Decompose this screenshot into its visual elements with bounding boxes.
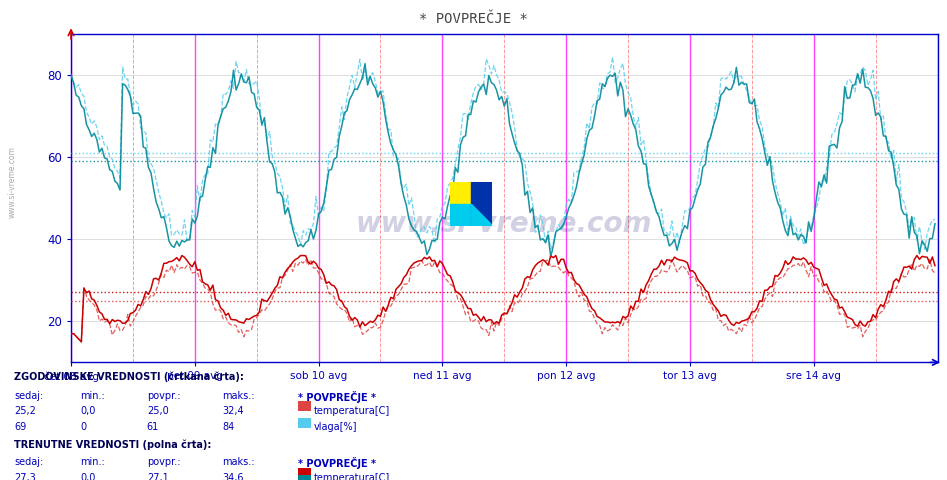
Text: ZGODOVINSKE VREDNOSTI (črtkana črta):: ZGODOVINSKE VREDNOSTI (črtkana črta): <box>14 372 244 383</box>
Text: 61: 61 <box>147 422 159 432</box>
Text: TRENUTNE VREDNOSTI (polna črta):: TRENUTNE VREDNOSTI (polna črta): <box>14 439 211 450</box>
Text: 34,6: 34,6 <box>223 473 244 480</box>
Text: povpr.:: povpr.: <box>147 391 180 401</box>
Text: 27,3: 27,3 <box>14 473 36 480</box>
Text: vlaga[%]: vlaga[%] <box>313 422 357 432</box>
Text: temperatura[C]: temperatura[C] <box>313 473 390 480</box>
Text: 27,1: 27,1 <box>147 473 169 480</box>
Text: 25,0: 25,0 <box>147 406 169 416</box>
Text: maks.:: maks.: <box>223 391 255 401</box>
Text: maks.:: maks.: <box>223 457 255 467</box>
Text: 69: 69 <box>14 422 27 432</box>
Text: 0,0: 0,0 <box>80 473 96 480</box>
Text: povpr.:: povpr.: <box>147 457 180 467</box>
Text: 25,2: 25,2 <box>14 406 36 416</box>
Polygon shape <box>472 182 492 226</box>
Text: 0: 0 <box>80 422 86 432</box>
Text: 0,0: 0,0 <box>80 406 96 416</box>
Text: www.si-vreme.com: www.si-vreme.com <box>8 146 17 218</box>
Text: * POVPREČJE *: * POVPREČJE * <box>420 12 527 26</box>
Text: www.si-vreme.com: www.si-vreme.com <box>356 210 652 238</box>
Text: sedaj:: sedaj: <box>14 457 44 467</box>
Text: min.:: min.: <box>80 457 105 467</box>
Text: * POVPREČJE *: * POVPREČJE * <box>298 391 376 403</box>
Text: 32,4: 32,4 <box>223 406 244 416</box>
Text: * POVPREČJE *: * POVPREČJE * <box>298 457 376 469</box>
Bar <box>450 204 472 226</box>
Text: min.:: min.: <box>80 391 105 401</box>
Text: sedaj:: sedaj: <box>14 391 44 401</box>
Polygon shape <box>472 204 492 226</box>
Bar <box>450 182 472 204</box>
Text: 84: 84 <box>223 422 235 432</box>
Text: temperatura[C]: temperatura[C] <box>313 406 390 416</box>
